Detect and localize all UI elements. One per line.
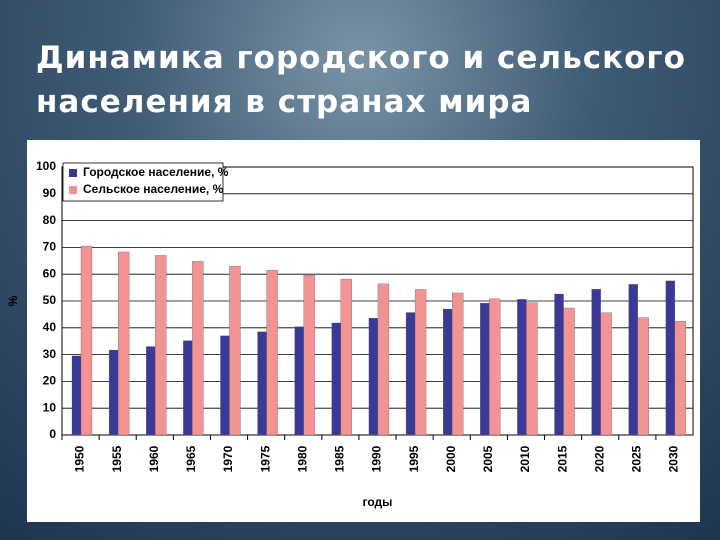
bar [303, 275, 315, 436]
x-tick-label: 2005 [481, 445, 495, 472]
bar [108, 349, 119, 436]
x-tick-label: 1950 [73, 445, 87, 472]
x-tick-label: 1990 [370, 445, 384, 472]
bar [637, 317, 649, 436]
bar [600, 312, 612, 436]
x-tick-label: 2000 [444, 445, 458, 472]
x-tick-label: 2020 [592, 445, 606, 472]
bar [414, 289, 427, 436]
y-tick-label: 60 [43, 266, 57, 280]
bar [480, 302, 490, 436]
bar [294, 326, 304, 436]
legend-label: Городское население, % [83, 165, 229, 179]
x-axis-label: годы [363, 495, 393, 509]
y-tick-label: 10 [43, 400, 57, 414]
bar [405, 312, 416, 436]
chart-background [27, 140, 700, 522]
y-tick-label: 80 [43, 213, 57, 227]
bar [368, 318, 379, 436]
x-tick-label: 2010 [518, 445, 532, 472]
bar [526, 302, 538, 436]
bar [628, 284, 638, 436]
bar [340, 278, 352, 436]
bar [192, 261, 204, 436]
bar [117, 251, 130, 436]
y-axis-label: % [6, 295, 20, 306]
bar [443, 308, 453, 436]
y-tick-label: 0 [49, 427, 56, 441]
bar [146, 346, 156, 436]
bar [266, 270, 278, 436]
x-tick-label: 2015 [555, 445, 569, 472]
x-tick-label: 1955 [110, 445, 124, 472]
bar [591, 289, 601, 436]
bar [489, 298, 501, 436]
y-tick-label: 20 [43, 374, 57, 388]
legend-swatch [69, 186, 77, 194]
bar [674, 320, 687, 436]
y-tick-label: 90 [43, 186, 57, 200]
bar [220, 335, 230, 436]
bar [563, 307, 575, 436]
y-tick-label: 30 [43, 347, 57, 361]
bar [331, 322, 341, 436]
x-tick-label: 1975 [258, 445, 272, 472]
x-tick-label: 1995 [407, 445, 421, 472]
legend-box [62, 162, 224, 202]
legend-swatch [69, 169, 77, 177]
bar [665, 280, 676, 436]
bar [229, 266, 241, 436]
x-tick-label: 1960 [147, 445, 161, 472]
bar [257, 331, 267, 436]
x-tick-label: 1970 [221, 445, 235, 472]
bar [71, 355, 82, 436]
bar [377, 283, 390, 436]
bar [554, 293, 564, 436]
y-tick-label: 50 [43, 293, 57, 307]
legend-label: Сельское население, % [83, 182, 224, 196]
x-tick-label: 2025 [629, 445, 643, 472]
y-tick-label: 100 [36, 159, 56, 173]
title-line: Динамика городского и сельского [36, 40, 686, 76]
bar [80, 245, 93, 436]
bar [517, 299, 527, 436]
bar [183, 340, 193, 436]
x-tick-label: 1985 [333, 445, 347, 472]
x-tick-label: 2030 [667, 445, 681, 472]
bar [452, 292, 464, 436]
bar [155, 255, 167, 436]
x-tick-label: 1980 [295, 445, 309, 472]
y-tick-label: 70 [43, 240, 57, 254]
x-tick-label: 1965 [184, 445, 198, 472]
y-tick-label: 40 [43, 320, 57, 334]
title-line: населения в странах мира [36, 84, 533, 120]
